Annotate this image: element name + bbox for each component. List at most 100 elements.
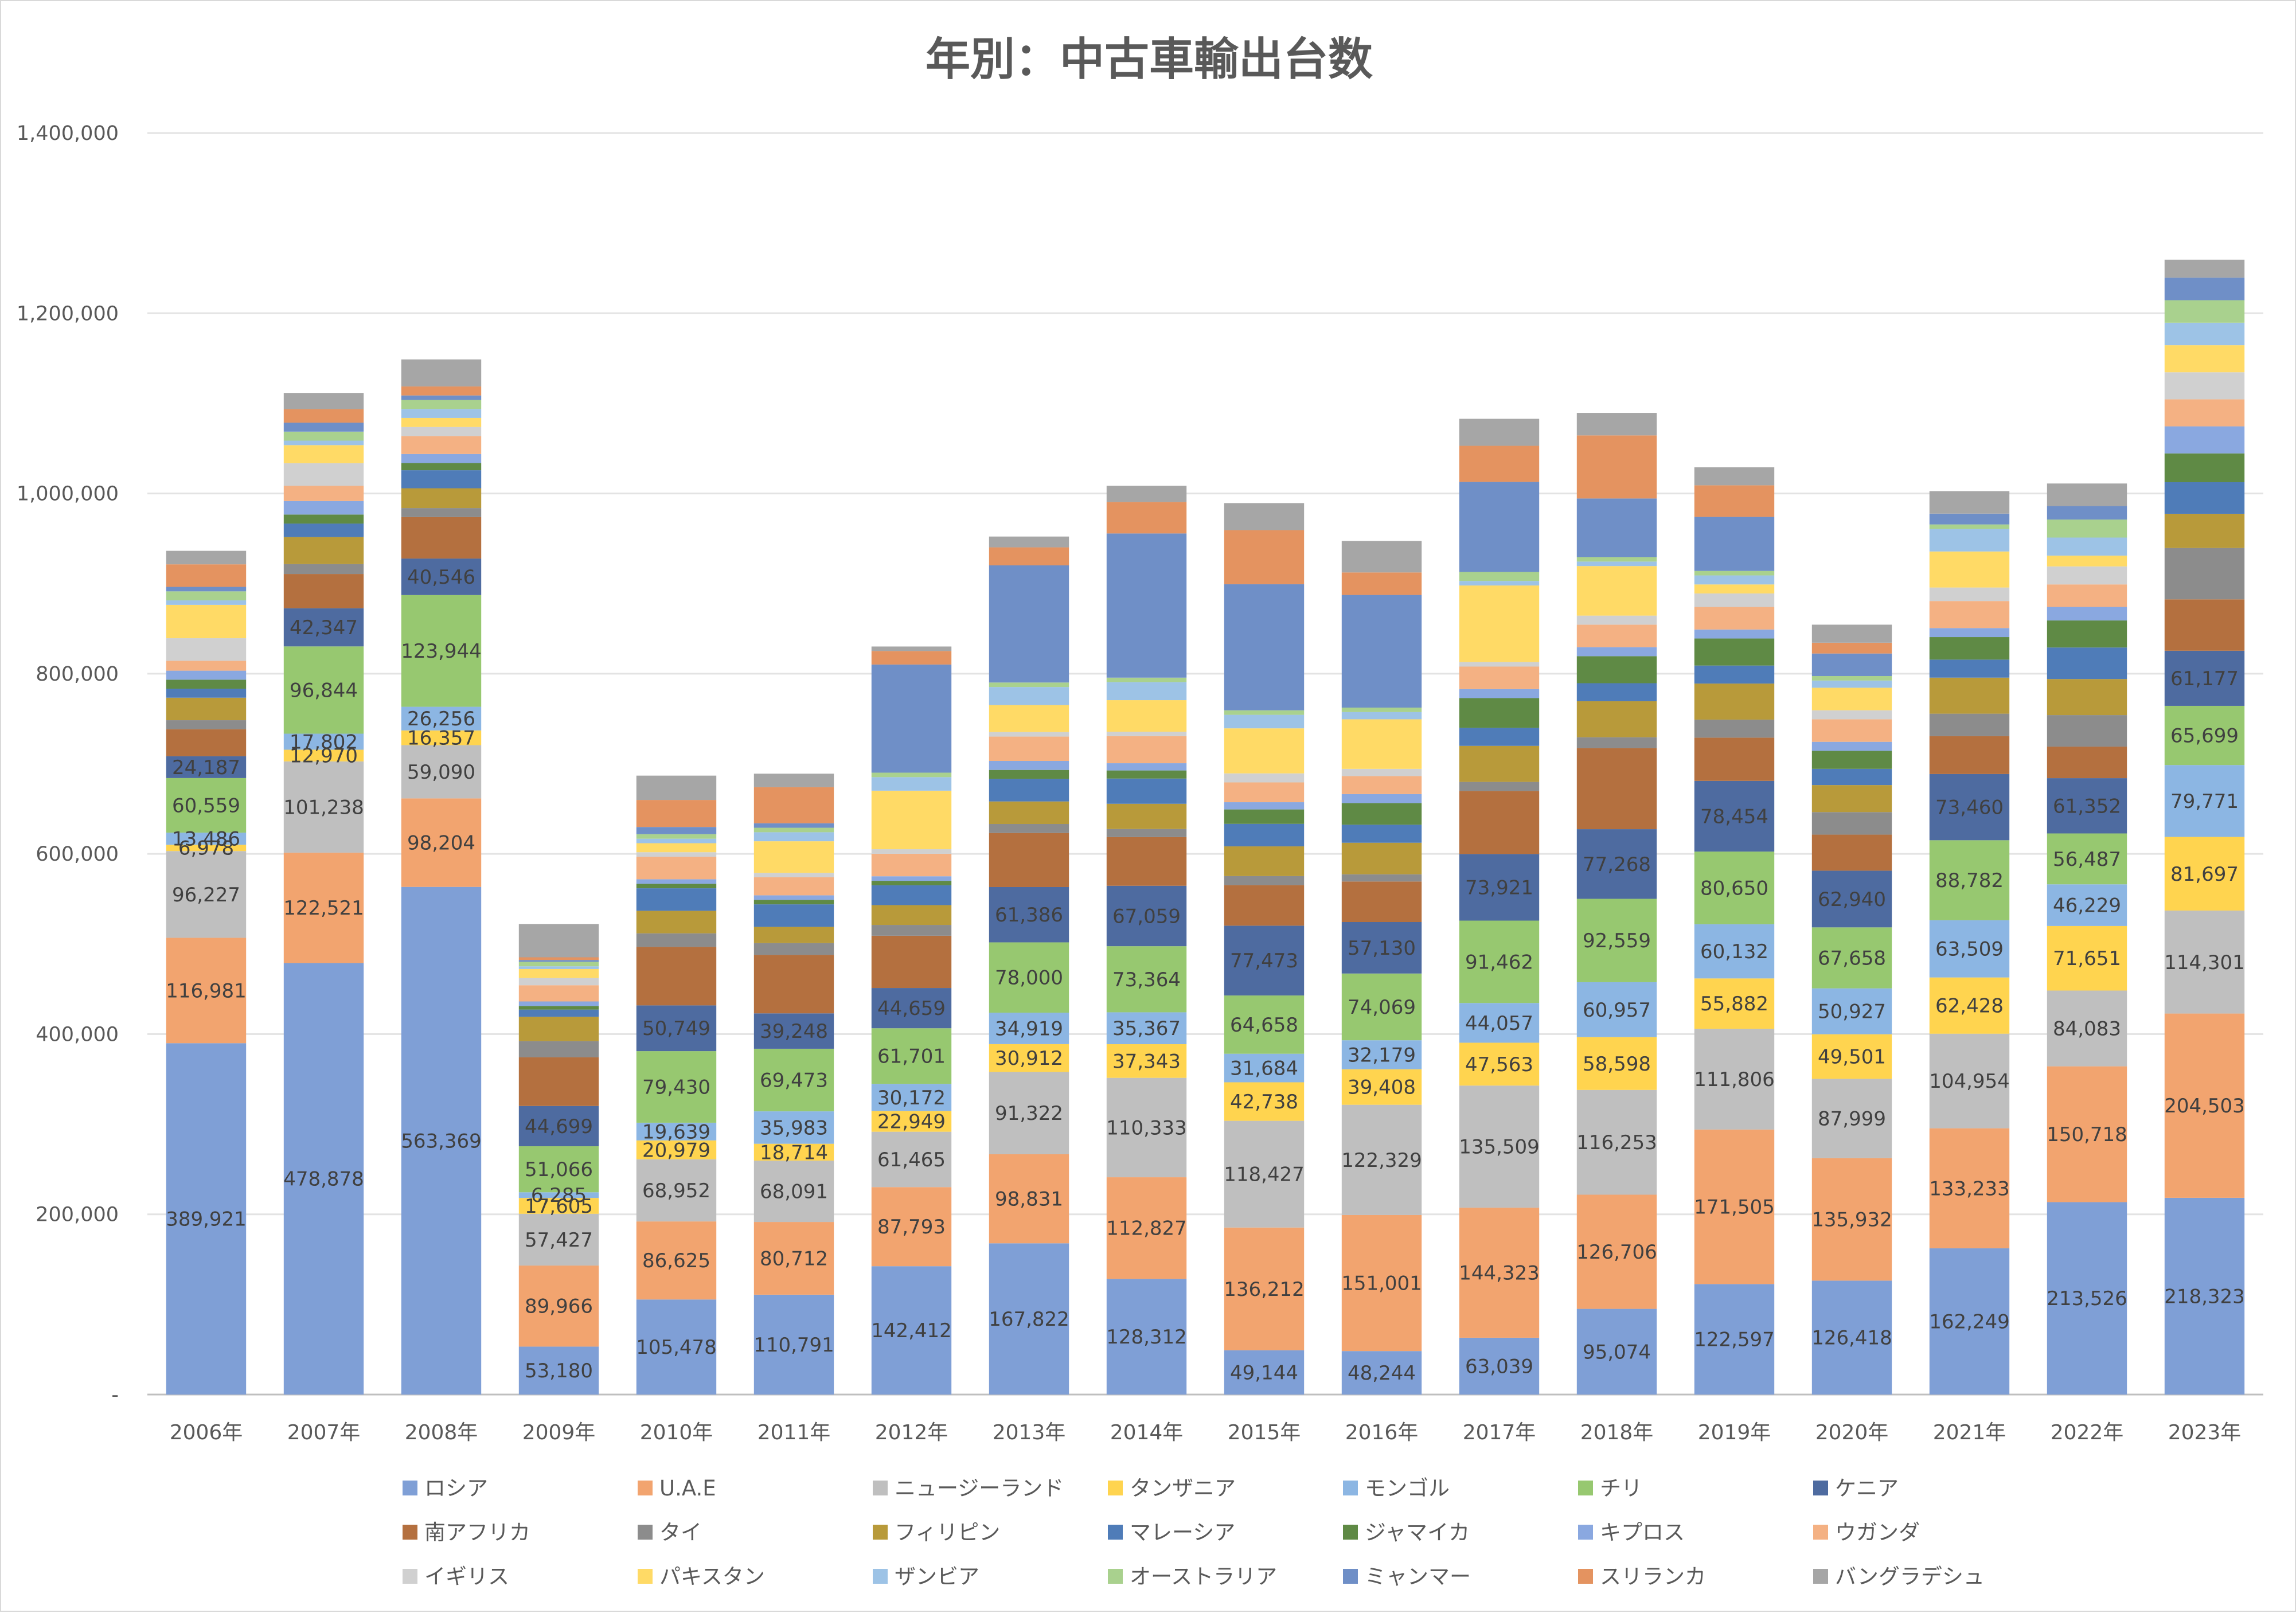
x-tick-label: 2021年	[1933, 1421, 2006, 1444]
legend-label: 南アフリカ	[424, 1520, 530, 1545]
y-axis: - 200,000 400,000 600,000 800,000 1,000,000 1,…	[17, 122, 119, 1407]
bar-segment	[518, 1106, 599, 1147]
y-tick-label: 1,200,000	[17, 302, 119, 325]
bar-segment	[2164, 548, 2245, 600]
bar-segment	[1694, 607, 1775, 630]
legend-swatch	[1343, 1481, 1358, 1495]
bar-segment	[2047, 679, 2127, 716]
bar-segment	[283, 574, 364, 608]
bar-segment	[871, 885, 952, 905]
legend-item: スリランカ	[1578, 1564, 1706, 1589]
bar-segment	[989, 833, 1069, 887]
data-label: 126,706	[1576, 1241, 1657, 1264]
legend-swatch	[1343, 1569, 1358, 1584]
data-label: 60,957	[1583, 999, 1651, 1022]
bar-segment	[1576, 435, 1657, 499]
data-label: 110,333	[1106, 1116, 1187, 1139]
data-label: 88,782	[1935, 869, 2004, 892]
bar-segment	[1341, 803, 1422, 825]
data-label: 44,699	[525, 1115, 593, 1138]
bar-segment	[1459, 1337, 1540, 1395]
bar-segment	[1106, 829, 1187, 837]
bar-segment	[166, 720, 247, 729]
data-label: 24,187	[172, 756, 240, 779]
bar-segment	[1341, 922, 1422, 974]
legend-swatch	[873, 1525, 888, 1540]
bar-segment	[871, 777, 952, 791]
data-label: 53,180	[525, 1360, 593, 1382]
bar-segment	[2164, 599, 2245, 651]
bar-segment	[989, 687, 1069, 705]
bar-segment	[1929, 637, 2010, 660]
bar-segment	[2164, 259, 2245, 278]
bar-segment	[2164, 765, 2245, 837]
bar-segment	[1224, 584, 1305, 710]
bar-segment	[636, 1122, 717, 1141]
bar-segment	[518, 1346, 599, 1395]
bar-segment	[2047, 1202, 2127, 1395]
bar-segment	[1224, 885, 1305, 926]
legend-label: タイ	[659, 1520, 702, 1545]
data-label: 77,268	[1583, 853, 1651, 876]
bar-segment	[1811, 785, 1892, 813]
bar-segment	[1224, 728, 1305, 774]
data-label: 17,605	[525, 1195, 593, 1218]
bar-segment	[1929, 1033, 2010, 1128]
data-label: 167,822	[989, 1308, 1069, 1331]
bar-segment	[871, 790, 952, 850]
bar-segment	[2164, 453, 2245, 482]
bar-segment	[1459, 1208, 1540, 1338]
legend-item: 南アフリカ	[403, 1520, 530, 1545]
bar-segment	[401, 359, 482, 386]
bar-segment	[1459, 1042, 1540, 1086]
bar-segment	[166, 689, 247, 698]
bar-segment	[1576, 656, 1657, 684]
bar-segment	[283, 761, 364, 853]
data-label: 105,478	[636, 1336, 717, 1359]
bar-segment	[1929, 628, 2010, 638]
bar-segment	[518, 968, 599, 978]
bar-segment	[401, 706, 482, 731]
bar-segment	[2047, 884, 2127, 926]
bar-segment	[871, 905, 952, 925]
bar-segment	[1106, 1044, 1187, 1078]
bar-segment	[1929, 524, 2010, 529]
data-label: 34,919	[995, 1017, 1063, 1040]
data-label: 39,248	[760, 1020, 828, 1043]
bar-segment	[1576, 1089, 1657, 1195]
bar-segment	[518, 1006, 599, 1010]
data-label: 126,418	[1811, 1327, 1892, 1350]
x-tick-label: 2007年	[287, 1421, 361, 1444]
bar-segment	[636, 843, 717, 853]
bar-segment	[1576, 899, 1657, 982]
y-tick-label: -	[111, 1384, 119, 1407]
bar-segment	[1576, 557, 1657, 562]
bar-segment	[283, 431, 364, 441]
bar-segment	[1341, 973, 1422, 1041]
data-label: 79,430	[642, 1076, 710, 1099]
data-label: 98,204	[407, 832, 475, 855]
bar-segment	[1459, 698, 1540, 728]
bar-segment	[1341, 1040, 1422, 1069]
bar-segment	[636, 1299, 717, 1395]
bar-segment	[1929, 1128, 2010, 1249]
bar-segment	[871, 988, 952, 1029]
bar-segment	[1811, 719, 1892, 742]
legend-item: モンゴル	[1343, 1476, 1450, 1501]
bar-segment	[1811, 642, 1892, 654]
bar-segment	[1929, 587, 2010, 602]
bar-segment	[283, 524, 364, 537]
data-label: 49,501	[1818, 1046, 1886, 1069]
data-label: 40,546	[407, 566, 475, 589]
data-label: 135,509	[1459, 1136, 1540, 1159]
data-label: 63,039	[1465, 1355, 1533, 1378]
data-label: 37,343	[1112, 1050, 1181, 1073]
bar-segment	[636, 1005, 717, 1052]
data-label: 171,505	[1694, 1196, 1775, 1219]
legend-swatch	[873, 1481, 888, 1495]
bar-segment	[1576, 748, 1657, 830]
bar-segment	[753, 787, 834, 823]
bar-segment	[1576, 1309, 1657, 1395]
